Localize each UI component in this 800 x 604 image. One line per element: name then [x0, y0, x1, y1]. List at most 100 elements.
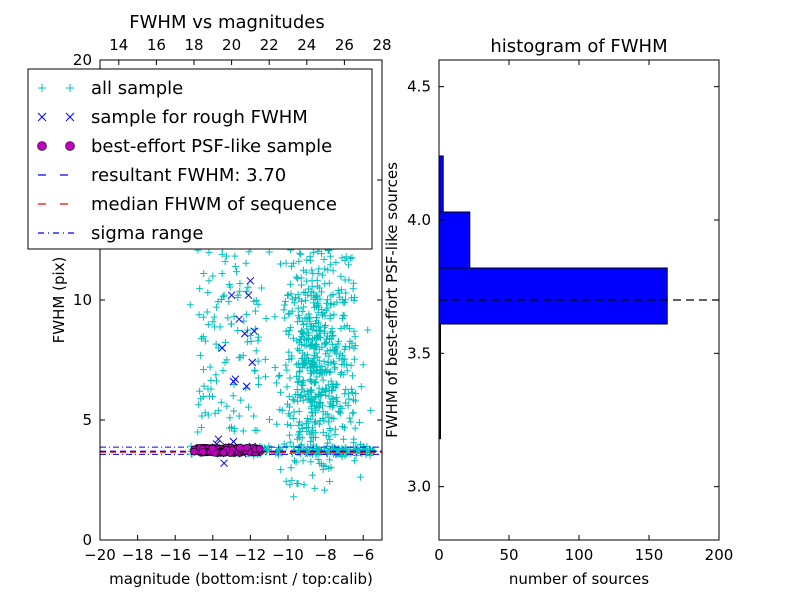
all-sample-point-343: [286, 374, 294, 382]
all-sample-point-410: [275, 372, 283, 380]
all-sample-point-711: [306, 375, 314, 383]
all-sample-point-703: [320, 357, 328, 365]
all-sample-point-790: [351, 424, 359, 432]
all-sample-point-924: [215, 407, 223, 415]
left-top-tick-label-7: 28: [372, 36, 391, 54]
all-sample-point-1006: [204, 385, 212, 393]
all-sample-point-1086: [308, 471, 316, 479]
all-sample-point-755: [315, 345, 323, 353]
all-sample-point-728: [328, 414, 336, 422]
all-sample-point-742: [298, 317, 306, 325]
all-sample-point-716: [332, 259, 340, 267]
all-sample-point-523: [294, 397, 302, 405]
all-sample-point-1049: [261, 373, 269, 381]
all-sample-point-926: [230, 407, 238, 415]
all-sample-point-515: [262, 315, 270, 323]
left-y-tick-label-1: 5: [82, 411, 92, 429]
all-sample-point-870: [310, 299, 318, 307]
legend-items: all sample sample for rough FWHM best-effo…: [37, 78, 337, 244]
all-sample-point-990: [196, 351, 204, 359]
all-sample-point-675: [350, 296, 358, 304]
all-sample-point-500: [309, 354, 317, 362]
left-axis-ticks: −20−18−16−14−12−10−8−6051015201416182022…: [73, 36, 392, 564]
psf-sample-point-146: [236, 443, 244, 452]
all-sample-point-922: [236, 287, 244, 295]
all-sample-point-678: [324, 439, 332, 447]
left-plot-frame: [99, 59, 383, 541]
legend-entry-0: all sample: [38, 78, 183, 99]
histogram-bar-2: [438, 267, 668, 325]
all-sample-point-522: [336, 409, 344, 417]
all-sample-point-1085: [290, 493, 298, 501]
all-sample-point-1077: [286, 481, 294, 489]
all-sample-point-380: [277, 466, 285, 474]
all-sample-point-971: [237, 396, 245, 404]
all-sample-point-404: [323, 347, 331, 355]
all-sample-point-763: [306, 363, 314, 371]
all-sample-point-904: [199, 313, 207, 321]
all-sample-point-1067: [340, 298, 348, 306]
right-data-layer: [438, 155, 719, 440]
left-x-axis-label: magnitude (bottom:isnt / top:calib): [109, 570, 373, 588]
all-sample-point-953: [244, 283, 252, 291]
legend-label-1: sample for rough FWHM: [91, 107, 308, 128]
all-sample-point-614: [335, 408, 343, 416]
all-sample-point-860: [295, 257, 303, 265]
rough-sample-point-12: [218, 344, 227, 352]
all-sample-point-534: [333, 298, 341, 306]
all-sample-point-571: [296, 336, 304, 344]
all-sample-point-930: [226, 414, 234, 422]
all-sample-point-801: [314, 301, 322, 309]
all-sample-point-829: [281, 314, 289, 322]
all-sample-point-599: [321, 323, 329, 331]
legend-label-3: resultant FWHM: 3.70: [91, 165, 286, 186]
left-top-tick-label-1: 16: [147, 36, 166, 54]
all-sample-point-240: [348, 389, 356, 397]
rough-sample-point-21: [248, 358, 257, 367]
all-sample-point-237: [307, 438, 315, 446]
all-sample-point-377: [308, 283, 316, 291]
all-sample-point-754: [322, 410, 330, 418]
all-sample-point-853: [341, 256, 349, 264]
all-sample-point-552: [288, 476, 296, 484]
all-sample-point-869: [324, 266, 332, 274]
all-sample-point-490: [300, 303, 308, 311]
all-sample-point-923: [242, 259, 250, 267]
all-sample-point-928: [246, 332, 254, 340]
all-sample-point-974: [209, 393, 217, 401]
all-sample-point-512: [312, 314, 320, 322]
all-sample-point-821: [319, 402, 327, 410]
all-sample-point-514: [330, 360, 338, 368]
all-sample-point-495: [295, 407, 303, 415]
left-y-axis-label: FWHM (pix): [50, 257, 68, 344]
rough-sample-point-22: [244, 291, 253, 300]
all-sample-point-828: [318, 367, 326, 375]
all-sample-point-857: [311, 406, 319, 414]
all-sample-point-1001: [206, 363, 214, 371]
all-sample-point-1052: [276, 260, 284, 268]
all-sample-point-616: [306, 342, 314, 350]
rough-sample-point-12-b: [218, 344, 227, 352]
legend-marker-a-1-b: [37, 112, 47, 122]
all-sample-point-1010: [254, 374, 262, 382]
all-sample-point-457: [285, 356, 293, 364]
all-sample-point-554: [310, 345, 318, 353]
all-sample-point-707: [340, 424, 348, 432]
psf-sample-point-151: [255, 444, 264, 453]
all-sample-point-236: [287, 422, 295, 430]
all-sample-point-1026: [198, 334, 206, 342]
right-x-tick-label-4: 200: [705, 546, 734, 564]
all-sample-point-605: [322, 432, 330, 440]
rough-sample-point-19: [231, 375, 240, 384]
legend-marker-a-2: [37, 141, 47, 151]
all-sample-point-649: [334, 340, 342, 348]
all-sample-point-470: [285, 348, 293, 356]
all-sample-point-659: [288, 295, 296, 303]
left-scatter-panel: −20−18−16−14−12−10−8−6051015201416182022…: [27, 12, 392, 588]
all-sample-point-586: [364, 326, 372, 334]
all-sample-point-1071: [355, 418, 363, 426]
all-sample-point-733: [285, 331, 293, 339]
all-sample-point-692: [343, 322, 351, 330]
all-sample-point-513: [288, 352, 296, 360]
all-sample-point-532: [272, 379, 280, 387]
